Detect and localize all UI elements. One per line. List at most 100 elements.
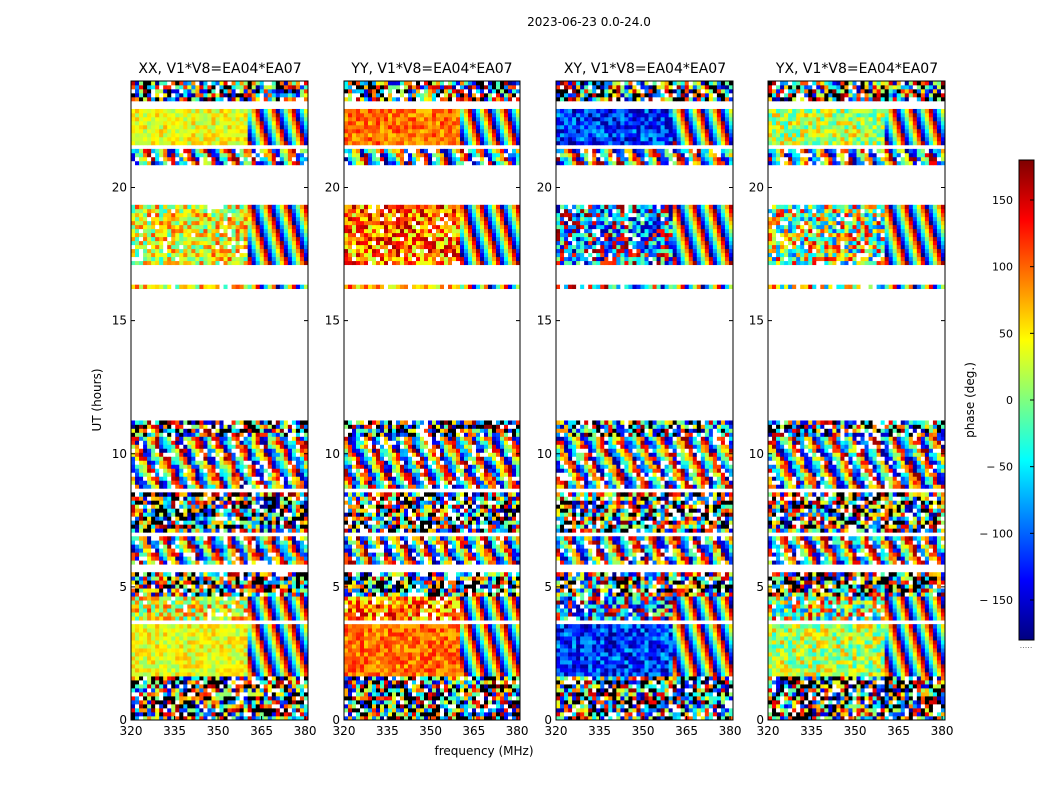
heatmap-cell — [139, 680, 144, 685]
heatmap-cell — [195, 676, 200, 681]
heatmap-cell — [287, 160, 293, 166]
heatmap-cell — [512, 716, 517, 721]
heatmap-cell — [303, 116, 309, 122]
heatmap-cell — [219, 148, 224, 154]
heatmap-cell — [183, 544, 188, 549]
heatmap-cell — [207, 436, 212, 441]
heatmap-cell — [159, 628, 164, 633]
heatmap-cell — [516, 708, 521, 713]
heatmap-cell — [291, 636, 297, 641]
heatmap-cell — [159, 248, 164, 254]
heatmap-cell — [231, 528, 236, 533]
heatmap-cell — [195, 536, 200, 541]
heatmap-cell — [247, 508, 253, 513]
heatmap-cell — [243, 700, 249, 705]
heatmap-cell — [267, 684, 273, 689]
heatmap-cell — [183, 628, 188, 633]
heatmap-cell — [452, 704, 457, 709]
heatmap-cell — [476, 692, 481, 697]
heatmap-cell — [211, 644, 216, 649]
heatmap-cell — [255, 600, 261, 605]
heatmap-cell — [303, 520, 309, 525]
heatmap-cell — [155, 572, 160, 577]
heatmap-cell — [219, 236, 224, 242]
heatmap-cell — [303, 436, 309, 441]
heatmap-cell — [283, 160, 289, 166]
heatmap-cell — [452, 688, 457, 693]
heatmap-cell — [171, 580, 176, 585]
heatmap-cell — [211, 680, 216, 685]
heatmap-cell — [263, 256, 269, 262]
heatmap-cell — [139, 500, 144, 505]
heatmap-cell — [287, 148, 293, 154]
heatmap-cell — [295, 672, 301, 677]
heatmap-cell — [255, 212, 261, 218]
heatmap-cell — [215, 81, 220, 86]
heatmap-cell — [283, 676, 289, 681]
heatmap-cell — [207, 92, 212, 98]
heatmap-cell — [251, 116, 257, 122]
heatmap-cell — [259, 432, 265, 437]
heatmap-cell — [195, 664, 200, 669]
heatmap-cell — [484, 712, 489, 717]
heatmap-cell — [231, 592, 236, 597]
heatmap-cell — [167, 572, 172, 577]
heatmap-cell — [299, 592, 305, 597]
heatmap-cell — [267, 500, 273, 505]
heatmap-cell — [255, 508, 261, 513]
heatmap-cell — [187, 648, 192, 653]
heatmap-cell — [259, 256, 265, 262]
heatmap-cell — [211, 136, 216, 142]
heatmap-cell — [215, 204, 220, 210]
heatmap-cell — [480, 708, 485, 713]
heatmap-cell — [155, 464, 160, 469]
heatmap-cell — [207, 468, 212, 473]
heatmap-cell — [151, 132, 156, 138]
heatmap-cell — [183, 656, 188, 661]
heatmap-cell — [203, 440, 208, 445]
heatmap-cell — [171, 252, 176, 258]
heatmap-cell — [279, 560, 285, 565]
heatmap-cell — [267, 136, 273, 142]
heatmap-cell — [235, 672, 240, 677]
heatmap-cell — [404, 688, 409, 693]
heatmap-cell — [163, 128, 168, 134]
heatmap-cell — [135, 116, 140, 122]
heatmap-cell — [135, 584, 140, 589]
heatmap-cell — [299, 652, 305, 657]
heatmap-cell — [235, 712, 240, 717]
heatmap-cell — [263, 716, 269, 721]
heatmap-cell — [191, 432, 196, 437]
heatmap-cell — [283, 576, 289, 581]
heatmap-cell — [135, 632, 140, 637]
heatmap-cell — [139, 96, 144, 102]
heatmap-cell — [259, 244, 265, 250]
heatmap-cell — [211, 120, 216, 126]
heatmap-cell — [247, 84, 253, 90]
heatmap-cell — [215, 240, 220, 246]
heatmap-cell — [259, 232, 265, 238]
heatmap-cell — [303, 472, 309, 477]
heatmap-cell — [231, 204, 236, 210]
heatmap-cell — [223, 464, 228, 469]
heatmap-cell — [251, 556, 257, 561]
heatmap-cell — [303, 660, 309, 665]
heatmap-cell — [279, 152, 285, 158]
heatmap-cell — [203, 252, 208, 258]
heatmap-cell — [219, 704, 224, 709]
heatmap-cell — [159, 676, 164, 681]
heatmap-cell — [259, 688, 265, 693]
heatmap-cell — [231, 244, 236, 250]
heatmap-cell — [267, 524, 273, 529]
heatmap-cell — [211, 716, 216, 721]
heatmap-cell — [155, 632, 160, 637]
heatmap-cell — [143, 156, 148, 162]
heatmap-cell — [231, 520, 236, 525]
heatmap-cell — [247, 616, 253, 621]
heatmap-cell — [171, 204, 176, 210]
heatmap-cell — [151, 680, 156, 685]
heatmap-cell — [183, 232, 188, 238]
heatmap-cell — [151, 96, 156, 102]
heatmap-cell — [155, 240, 160, 246]
heatmap-cell — [195, 424, 200, 429]
